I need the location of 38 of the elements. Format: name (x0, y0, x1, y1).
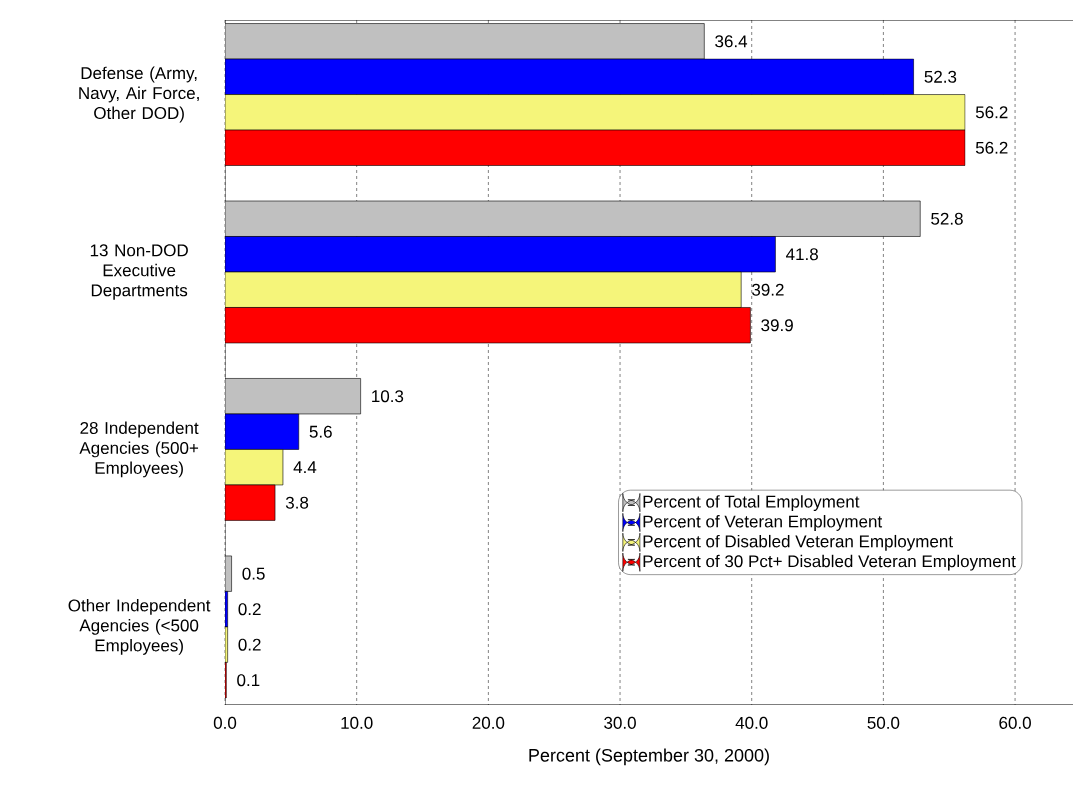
data-label: 39.2 (752, 283, 784, 296)
data-label: 5.6 (309, 425, 332, 438)
data-label: 0.2 (238, 603, 261, 616)
x-axis-title: Percent (September 30, 2000) (529, 748, 769, 766)
data-label: 0.2 (238, 638, 261, 651)
bar (225, 200, 921, 237)
data-label: 4.4 (293, 461, 317, 474)
data-label: 52.3 (924, 70, 957, 83)
data-label: 3.8 (285, 496, 309, 509)
legend-label: Percent of Disabled Veteran Employment (643, 534, 953, 551)
y-tick-label: Defense (Army, Navy, Air Force, Other DOD) (79, 66, 199, 123)
data-label: 52.8 (931, 212, 963, 225)
legend-label: Percent of Total Employment (643, 495, 860, 512)
x-tick-label: 50.0 (867, 716, 900, 729)
data-label: 39.9 (761, 319, 793, 332)
y-tick-label: 28 Independent Agencies (500+ Employees) (79, 421, 199, 478)
data-label: 56.2 (975, 106, 1008, 119)
legend-label: Percent of 30 Pct+ Disabled Veteran Employment (643, 554, 1016, 571)
x-tick-label: 0.0 (213, 716, 237, 729)
data-label: 0.5 (242, 567, 265, 580)
x-tick-label: 30.0 (604, 716, 636, 729)
data-label: 41.8 (786, 248, 818, 261)
x-tick-label: 20.0 (472, 716, 505, 729)
bar (225, 271, 742, 308)
x-tick-label: 40.0 (735, 716, 768, 729)
y-tick-label: Other Independent Agencies (<500 Employees) (68, 599, 211, 655)
bar (225, 94, 966, 131)
data-label: 36.4 (715, 35, 748, 48)
legend-label: Percent of Veteran Employment (643, 515, 883, 531)
bar (225, 449, 284, 486)
data-label: 10.3 (372, 390, 404, 403)
bar (225, 378, 361, 415)
bar (225, 23, 705, 60)
data-label: 56.2 (975, 141, 1008, 154)
x-tick-label: 10.0 (341, 716, 373, 729)
x-tick-label: 60.0 (999, 716, 1031, 729)
data-label: 0.1 (237, 674, 260, 687)
y-tick-label: 13 Non-DOD Executive Departments (90, 244, 188, 300)
